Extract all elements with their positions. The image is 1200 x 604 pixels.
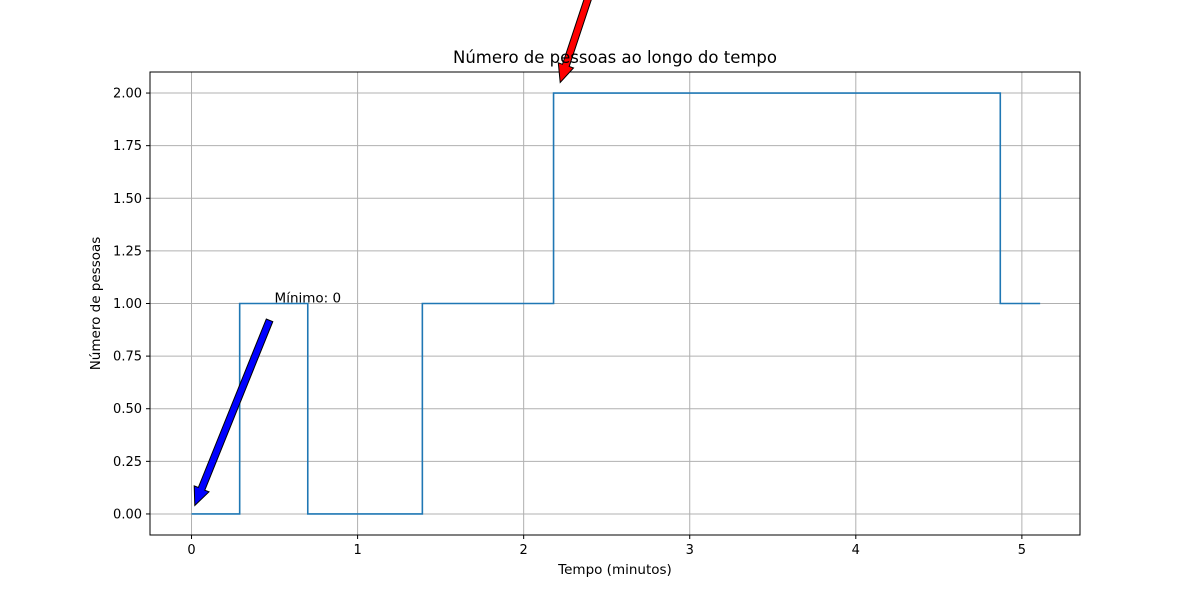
max-annotation-arrow xyxy=(558,0,598,83)
axis-ticks: 0 1 2 3 4 5 0.00 0.25 0.50 0.75 1.00 1.25 1.50 1.75 2.… xyxy=(113,87,1026,558)
y-tick-label: 1.50 xyxy=(113,192,142,207)
y-tick-label: 1.25 xyxy=(113,244,142,259)
x-tick-label: 5 xyxy=(1018,543,1026,558)
y-tick-label: 1.75 xyxy=(113,139,142,154)
x-tick-label: 1 xyxy=(353,543,361,558)
min-annotation-arrow xyxy=(194,319,273,506)
y-tick-label: 0.25 xyxy=(113,455,142,470)
x-tick-label: 3 xyxy=(686,543,694,558)
x-tick-label: 2 xyxy=(520,543,528,558)
x-tick-label: 0 xyxy=(187,543,195,558)
y-tick-label: 1.00 xyxy=(113,297,142,312)
annotation-text: Mínimo: 0 xyxy=(275,291,342,307)
x-tick-label: 4 xyxy=(852,543,860,558)
annotation-layer: Mínimo: 0 xyxy=(194,0,598,505)
y-tick-label: 2.00 xyxy=(113,87,142,102)
y-tick-label: 0.00 xyxy=(113,507,142,522)
y-axis-label: Número de pessoas xyxy=(88,237,104,371)
x-axis-label: Tempo (minutos) xyxy=(557,562,672,578)
y-tick-label: 0.75 xyxy=(113,350,142,365)
chart-title: Número de pessoas ao longo do tempo xyxy=(453,48,777,67)
y-tick-label: 0.50 xyxy=(113,402,142,417)
